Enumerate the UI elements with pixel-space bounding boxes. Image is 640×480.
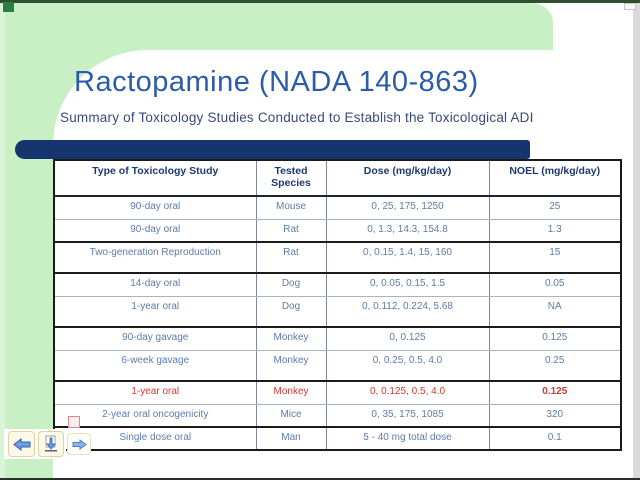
noel-cell: 0.125 (489, 381, 621, 405)
study-cell: 1-year oral (54, 381, 257, 405)
species-cell: Monkey (256, 327, 327, 351)
species-cell: Mice (256, 404, 327, 428)
table-row: 90-day oral Mouse 0, 25, 175, 1250 25 (54, 196, 621, 220)
table-row-highlighted: 1-year oral Monkey 0, 0.125, 0.5, 4.0 0.… (54, 381, 621, 405)
table-row: 14-day oral Dog 0, 0.05, 0.15, 1.5 0.05 (54, 273, 621, 297)
next-slide-button[interactable] (67, 433, 91, 455)
broken-image-placeholder-icon (68, 416, 80, 428)
table-row: 90-day gavage Monkey 0, 0.125 0.125 (54, 327, 621, 351)
table-header-row: Type of Toxicology Study Tested Species … (54, 160, 621, 197)
noel-cell: 320 (489, 404, 621, 428)
green-left-band (0, 3, 53, 478)
dose-cell: 0, 0.112, 0.224, 5.68 (326, 296, 490, 328)
dose-cell: 0, 0.125 (326, 327, 490, 351)
table-row: 1-year oral Dog 0, 0.112, 0.224, 5.68 NA (54, 296, 621, 328)
species-cell: Dog (256, 273, 327, 297)
dose-cell: 0, 0.25, 0.5, 4.0 (326, 350, 490, 382)
slide-subtitle: Summary of Toxicology Studies Conducted … (60, 110, 534, 125)
dose-cell: 0, 1.3, 14.3, 154.8 (326, 219, 490, 243)
dose-cell: 0, 0.05, 0.15, 1.5 (326, 273, 490, 297)
species-cell: Rat (256, 242, 327, 274)
species-cell: Monkey (256, 350, 327, 382)
species-cell: Monkey (256, 381, 327, 405)
green-left-edge (0, 3, 5, 478)
table-row: 2-year oral oncogenicity Mice 0, 35, 175… (54, 404, 621, 428)
noel-cell: 0.05 (489, 273, 621, 297)
study-cell: 1-year oral (54, 296, 257, 328)
left-arrow-icon (12, 437, 31, 451)
dose-cell: 0, 0.15, 1.4, 15, 160 (326, 242, 490, 274)
toxicology-studies-table: Type of Toxicology Study Tested Species … (53, 159, 622, 451)
study-cell: 90-day gavage (54, 327, 257, 351)
broken-image-placeholder-icon (624, 3, 636, 10)
column-header-species: Tested Species (256, 160, 327, 197)
study-cell: 14-day oral (54, 273, 257, 297)
page-title: Ractopamine (NADA 140-863) (74, 66, 479, 98)
top-border-strip (0, 0, 640, 3)
previous-slide-button[interactable] (8, 431, 35, 457)
species-cell: Man (256, 427, 327, 450)
study-cell: 90-day oral (54, 196, 257, 220)
page-down-arrow-icon (42, 435, 60, 453)
noel-cell: 0.1 (547, 432, 562, 443)
noel-cell: 0.125 (489, 327, 621, 351)
column-header-dose: Dose (mg/kg/day) (326, 160, 490, 197)
noel-cell: 0.25 (489, 350, 621, 382)
noel-cell: 15 (489, 242, 621, 274)
column-header-study: Type of Toxicology Study (54, 160, 257, 197)
column-header-noel: NOEL (mg/kg/day) (489, 160, 621, 197)
dose-cell: 0, 35, 175, 1085 (326, 404, 490, 428)
page-down-button[interactable] (38, 431, 64, 457)
species-cell: Dog (256, 296, 327, 328)
species-cell: Mouse (256, 196, 327, 220)
table-row: 6-week gavage Monkey 0, 0.25, 0.5, 4.0 0… (54, 350, 621, 382)
dose-cell: 5 - 40 mg total dose (326, 427, 490, 450)
right-edge-strip (633, 3, 640, 478)
dark-green-corner-square (3, 2, 14, 12)
noel-cell: NA (489, 296, 621, 328)
table-row: Single dose oral Man 5 - 40 mg total dos… (54, 427, 621, 450)
right-arrow-icon (72, 438, 87, 450)
noel-cell: 1.3 (489, 219, 621, 243)
divider-bar (15, 140, 530, 159)
table-row: 90-day oral Rat 0, 1.3, 14.3, 154.8 1.3 (54, 219, 621, 243)
study-cell: 90-day oral (54, 219, 257, 243)
study-cell: 2-year oral oncogenicity (54, 404, 257, 428)
study-cell: Single dose oral (54, 427, 257, 450)
dose-cell: 0, 0.125, 0.5, 4.0 (326, 381, 490, 405)
table-row: Two-generation Reproduction Rat 0, 0.15,… (54, 242, 621, 274)
noel-cell: 25 (489, 196, 621, 220)
species-cell: Rat (256, 219, 327, 243)
dose-cell: 0, 25, 175, 1250 (326, 196, 490, 220)
study-cell: Two-generation Reproduction (54, 242, 257, 274)
study-cell: 6-week gavage (54, 350, 257, 382)
